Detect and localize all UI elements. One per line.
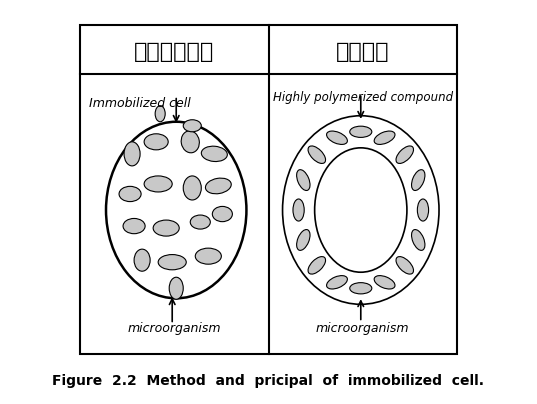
Ellipse shape — [296, 229, 310, 250]
Ellipse shape — [158, 255, 186, 270]
Text: Immobilized cell: Immobilized cell — [89, 97, 191, 110]
Ellipse shape — [169, 277, 183, 299]
Ellipse shape — [183, 120, 201, 132]
Ellipse shape — [326, 131, 347, 145]
Ellipse shape — [293, 199, 304, 221]
Ellipse shape — [183, 176, 201, 200]
Ellipse shape — [201, 146, 227, 162]
Ellipse shape — [411, 170, 425, 191]
Ellipse shape — [134, 249, 150, 271]
Text: microorganism: microorganism — [316, 322, 410, 335]
Ellipse shape — [350, 283, 372, 294]
Text: Highly polymerized compound: Highly polymerized compound — [273, 91, 453, 104]
Ellipse shape — [374, 131, 395, 145]
Ellipse shape — [124, 142, 140, 166]
Ellipse shape — [411, 229, 425, 250]
Text: 생물막법: 생물막법 — [336, 42, 389, 61]
Ellipse shape — [144, 176, 172, 192]
Ellipse shape — [396, 146, 413, 164]
FancyBboxPatch shape — [80, 25, 457, 354]
Ellipse shape — [190, 215, 211, 229]
Ellipse shape — [119, 186, 141, 202]
Ellipse shape — [155, 106, 165, 122]
Ellipse shape — [296, 170, 310, 191]
Ellipse shape — [181, 131, 199, 153]
Text: Figure  2.2  Method  and  pricipal  of  immobilized  cell.: Figure 2.2 Method and pricipal of immobi… — [53, 374, 484, 387]
Ellipse shape — [374, 276, 395, 289]
Ellipse shape — [417, 199, 429, 221]
Ellipse shape — [326, 276, 347, 289]
Ellipse shape — [308, 257, 325, 274]
Ellipse shape — [195, 248, 221, 264]
Ellipse shape — [350, 126, 372, 137]
Ellipse shape — [212, 206, 233, 222]
Ellipse shape — [153, 220, 179, 236]
Ellipse shape — [206, 178, 231, 194]
Ellipse shape — [144, 134, 168, 150]
Ellipse shape — [123, 219, 145, 234]
Ellipse shape — [308, 146, 325, 164]
Text: microorganism: microorganism — [127, 322, 221, 335]
Text: 포괄고정화법: 포괄고정화법 — [134, 42, 214, 61]
Ellipse shape — [106, 122, 246, 298]
Ellipse shape — [396, 257, 413, 274]
